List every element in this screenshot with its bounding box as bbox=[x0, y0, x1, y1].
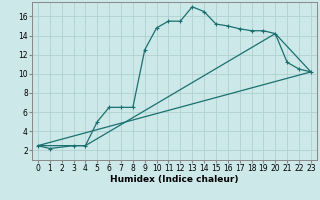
X-axis label: Humidex (Indice chaleur): Humidex (Indice chaleur) bbox=[110, 175, 239, 184]
